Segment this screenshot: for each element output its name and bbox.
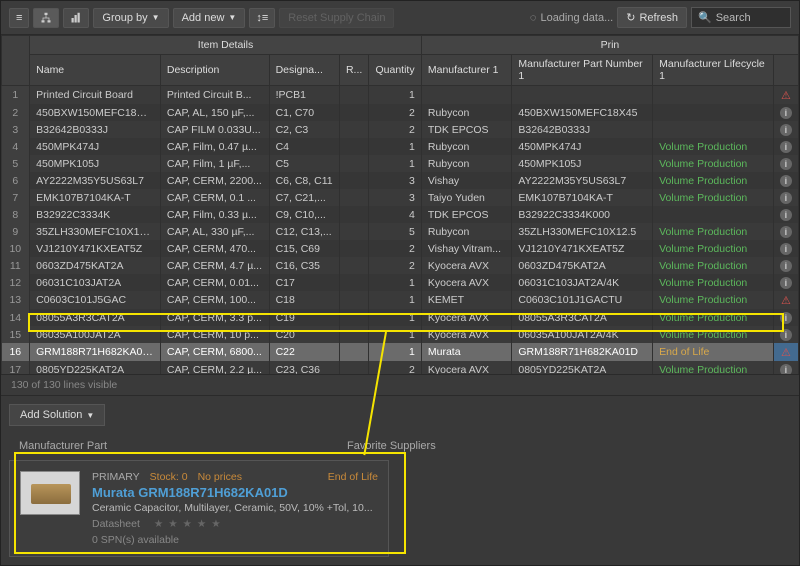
refresh-button[interactable]: ↻ Refresh bbox=[617, 7, 687, 28]
app-window: ≡ Group by ▼ Add new ▼ ↕≡ Reset Supply C… bbox=[0, 0, 800, 566]
group-by-button[interactable]: Group by ▼ bbox=[93, 8, 168, 28]
col-mfr[interactable]: Manufacturer 1 bbox=[421, 55, 512, 86]
col-mpn[interactable]: Manufacturer Part Number 1 bbox=[512, 55, 653, 86]
col-desc[interactable]: Description bbox=[160, 55, 269, 86]
table-row[interactable]: 16GRM188R71H682KA01DCAP, CERM, 6800...C2… bbox=[2, 343, 799, 361]
part-desc: Ceramic Capacitor, Multilayer, Ceramic, … bbox=[92, 502, 378, 514]
table-row[interactable]: 1Printed Circuit BoardPrinted Circuit B.… bbox=[2, 86, 799, 105]
status-line: 130 of 130 lines visible bbox=[1, 374, 799, 395]
toolbar: ≡ Group by ▼ Add new ▼ ↕≡ Reset Supply C… bbox=[1, 1, 799, 35]
table-row[interactable]: 1506035A100JAT2ACAP, CERM, 10 p...C201Ky… bbox=[2, 326, 799, 343]
table-row[interactable]: 935ZLH330MEFC10X12.5CAP, AL, 330 µF,...C… bbox=[2, 223, 799, 240]
sort-icon[interactable]: ↕≡ bbox=[249, 8, 275, 28]
col-des[interactable]: Designa... bbox=[269, 55, 339, 86]
col-group-item[interactable]: Item Details bbox=[30, 36, 422, 55]
tab-fav-suppliers[interactable]: Favorite Suppliers bbox=[337, 436, 446, 456]
detail-panel: Add Solution ▼ Manufacturer Part Favorit… bbox=[1, 395, 799, 565]
datasheet-link[interactable]: Datasheet bbox=[92, 518, 140, 530]
rating-stars[interactable]: ★ ★ ★ ★ ★ bbox=[154, 518, 222, 530]
tab-mfr-part[interactable]: Manufacturer Part bbox=[9, 436, 117, 456]
col-life[interactable]: Manufacturer Lifecycle 1 bbox=[653, 55, 774, 86]
table-row[interactable]: 2450BXW150MEFC18X45CAP, AL, 150 µF,...C1… bbox=[2, 104, 799, 121]
table-row[interactable]: 7EMK107B7104KA-TCAP, CERM, 0.1 ...C7, C2… bbox=[2, 189, 799, 206]
tree-icon[interactable] bbox=[33, 8, 59, 28]
table-row[interactable]: 5450MPK105JCAP, Film, 1 µF,...C51Rubycon… bbox=[2, 155, 799, 172]
table-row[interactable]: 170805YD225KAT2ACAP, CERM, 2.2 µ...C23, … bbox=[2, 361, 799, 374]
chart-icon[interactable] bbox=[63, 8, 89, 28]
stock-label: Stock: 0 bbox=[150, 471, 188, 483]
part-name[interactable]: Murata GRM188R71H682KA01D bbox=[92, 485, 378, 500]
primary-badge: PRIMARY bbox=[92, 471, 140, 483]
reset-button[interactable]: Reset Supply Chain bbox=[279, 8, 394, 28]
col-r[interactable]: R... bbox=[339, 55, 369, 86]
part-thumbnail bbox=[20, 471, 80, 515]
table-row[interactable]: 1408055A3R3CAT2ACAP, CERM, 3.3 p...C191K… bbox=[2, 309, 799, 326]
spn-label: 0 SPN(s) available bbox=[92, 534, 378, 546]
add-solution-button[interactable]: Add Solution ▼ bbox=[9, 404, 105, 426]
col-name[interactable]: Name bbox=[30, 55, 161, 86]
table-row[interactable]: 8B32922C3334KCAP, Film, 0.33 µ...C9, C10… bbox=[2, 206, 799, 223]
table-row[interactable]: 1206031C103JAT2ACAP, CERM, 0.01...C171Ky… bbox=[2, 274, 799, 291]
part-card[interactable]: PRIMARY Stock: 0 No prices End of Life M… bbox=[9, 460, 389, 557]
data-grid[interactable]: Item Details Prin Name Description Desig… bbox=[1, 35, 799, 374]
table-row[interactable]: 10VJ1210Y471KXEAT5ZCAP, CERM, 470...C15,… bbox=[2, 240, 799, 257]
noprices-label: No prices bbox=[198, 471, 242, 483]
eol-label: End of Life bbox=[328, 471, 378, 483]
table-row[interactable]: 13C0603C101J5GACCAP, CERM, 100...C181KEM… bbox=[2, 291, 799, 309]
table-row[interactable]: 4450MPK474JCAP, Film, 0.47 µ...C41Rubyco… bbox=[2, 138, 799, 155]
table-row[interactable]: 3B32642B0333JCAP FILM 0.033U...C2, C32TD… bbox=[2, 121, 799, 138]
table-row[interactable]: 6AY2222M35Y5US63L7CAP, CERM, 2200...C6, … bbox=[2, 172, 799, 189]
loading-label: ◌Loading data... bbox=[530, 12, 613, 24]
table-row[interactable]: 110603ZD475KAT2ACAP, CERM, 4.7 µ...C16, … bbox=[2, 257, 799, 274]
search-input[interactable]: 🔍Search bbox=[691, 7, 791, 28]
col-group-prin[interactable]: Prin bbox=[421, 36, 798, 55]
menu-icon[interactable]: ≡ bbox=[9, 8, 29, 28]
add-new-button[interactable]: Add new ▼ bbox=[173, 8, 246, 28]
col-qty[interactable]: Quantity bbox=[369, 55, 421, 86]
